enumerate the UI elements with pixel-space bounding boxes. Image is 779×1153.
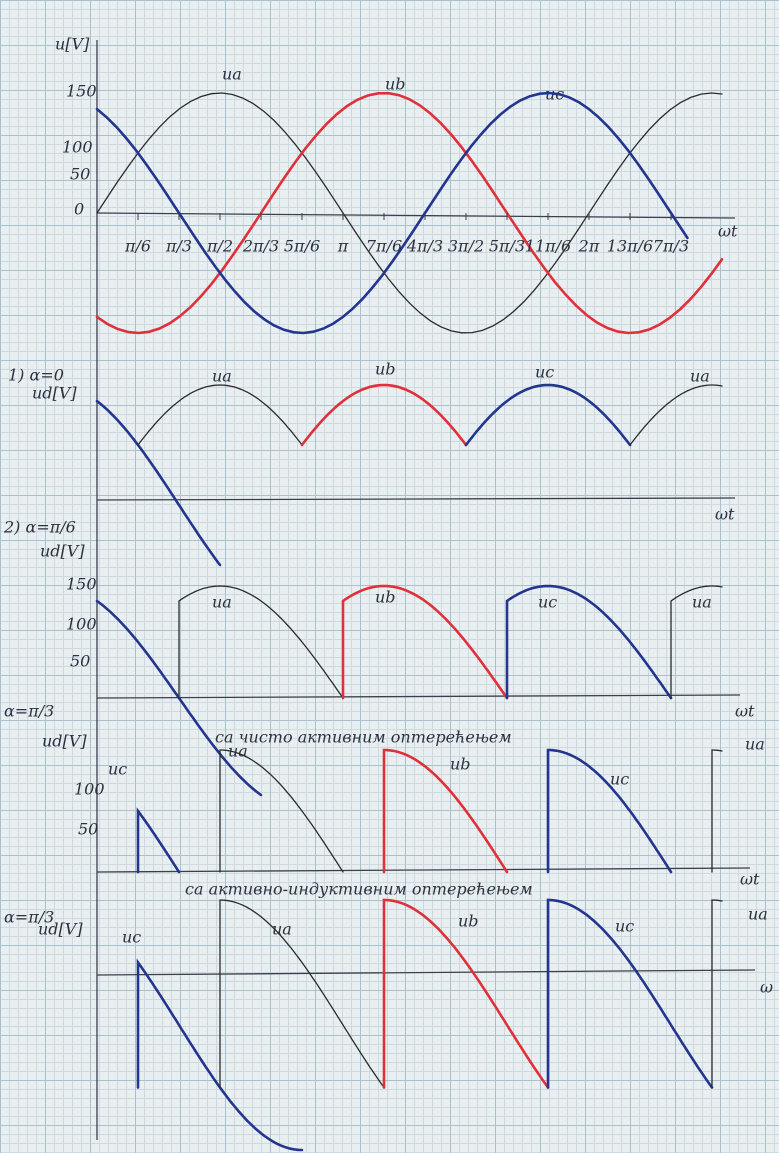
waveform <box>97 93 687 333</box>
waveform <box>220 900 384 1088</box>
x-axis-label: ωt <box>735 702 755 721</box>
x-tick-label: π <box>337 237 349 256</box>
x-tick-label: 2π <box>578 237 600 256</box>
x-axis-label: ωt <box>718 222 738 241</box>
curve-label: uc <box>535 363 554 382</box>
tick-label: 100 <box>66 615 97 634</box>
x-tick-label: π/2 <box>206 237 233 256</box>
curve-label: ua <box>212 367 232 386</box>
waveform <box>548 750 671 872</box>
waveform <box>138 385 302 445</box>
waveform <box>220 750 343 872</box>
axis-label: ud[V] <box>38 920 83 939</box>
x-tick-label: 13π/6 <box>607 237 653 256</box>
waveform <box>466 385 630 445</box>
heading: 2) α=π/6 <box>3 518 76 537</box>
curve-label: ub <box>375 588 396 607</box>
waveform <box>179 586 343 698</box>
curve-label: ua <box>212 593 232 612</box>
x-axis-label: ωt <box>740 870 760 889</box>
drawing: u[V] 150 100 50 0 ωt ua ub uc 1) α=0 ud[… <box>0 0 779 1153</box>
tick-label: 150 <box>66 575 97 594</box>
x-tick-label: 11π/6 <box>525 237 571 256</box>
waveform <box>97 93 722 333</box>
x-tick-label: 5π/6 <box>284 237 320 256</box>
tick-label: 50 <box>70 165 90 184</box>
tick-label: 50 <box>70 652 90 671</box>
x-tick-label: π/3 <box>165 237 192 256</box>
curve-label: ua <box>692 593 712 612</box>
waveform <box>712 750 722 872</box>
axis-label: ud[V] <box>40 542 85 561</box>
curve-label: uc <box>615 917 634 936</box>
curve-label: ua <box>745 735 765 754</box>
caption: са активно-индуктивним оптерећењем <box>185 880 533 899</box>
waveform <box>630 385 722 445</box>
axis-label: ud[V] <box>32 384 77 403</box>
heading: α=π/3 <box>4 702 54 721</box>
waveform <box>138 811 179 872</box>
caption: са чисто активним оптерећењем <box>215 728 512 747</box>
tick-label: 50 <box>78 820 98 839</box>
x-axis-label: ω <box>760 978 773 997</box>
curve-label: uc <box>122 928 141 947</box>
waveform <box>97 401 220 565</box>
x-tick-label: 5π/3 <box>489 237 525 256</box>
curve-label: ub <box>375 360 396 379</box>
axis-label: u[V] <box>55 35 90 54</box>
x-axis-label: ωt <box>715 505 735 524</box>
waveform <box>507 586 671 698</box>
curve-label: ua <box>690 367 710 386</box>
tick-label: 150 <box>66 82 97 101</box>
waveform <box>302 385 466 445</box>
curve-label: uc <box>108 760 127 779</box>
curve-label: ub <box>458 912 479 931</box>
notebook-page: u[V] 150 100 50 0 ωt ua ub uc 1) α=0 ud[… <box>0 0 779 1153</box>
tick-label: 100 <box>74 780 105 799</box>
curve-label: ua <box>222 65 242 84</box>
waveform <box>712 900 722 1088</box>
curve-label: uc <box>538 593 557 612</box>
curve-label: ub <box>385 75 406 94</box>
tick-label: 100 <box>62 138 93 157</box>
waveform <box>384 750 507 872</box>
curve-label: uc <box>610 770 629 789</box>
axes <box>97 40 755 1140</box>
x-tick-label: 3π/2 <box>448 237 484 256</box>
x-tick-label: 2π/3 <box>242 237 279 256</box>
curve-label: ua <box>748 905 768 924</box>
x-tick-label: 7π/6 <box>366 237 402 256</box>
x-tick-label: 4π/3 <box>406 237 443 256</box>
x-tick-label: 7π/3 <box>653 237 689 256</box>
tick-label: 0 <box>74 200 84 219</box>
curve-label: ub <box>450 755 471 774</box>
x-tick-label: π/6 <box>124 237 151 256</box>
axis-label: ud[V] <box>42 732 87 751</box>
waveform <box>343 586 507 698</box>
heading: 1) α=0 <box>8 366 64 385</box>
